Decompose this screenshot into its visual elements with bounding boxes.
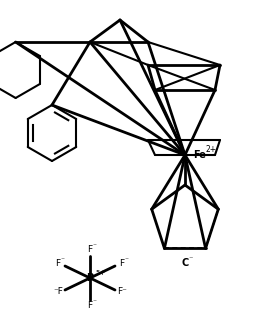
Text: 2+: 2+ <box>205 146 216 155</box>
Text: ⁻: ⁻ <box>60 255 64 265</box>
Text: ⁻: ⁻ <box>189 254 193 264</box>
Text: F: F <box>87 301 93 310</box>
Text: ⁻: ⁻ <box>92 298 96 307</box>
Text: F: F <box>55 259 60 268</box>
Text: F: F <box>87 245 93 254</box>
Text: ⁻: ⁻ <box>92 241 96 251</box>
Text: C: C <box>181 258 189 268</box>
Text: Fe: Fe <box>193 150 206 160</box>
Text: F: F <box>119 259 124 268</box>
Text: ⁻: ⁻ <box>124 255 128 265</box>
Text: ⁻F: ⁻F <box>53 287 63 296</box>
Text: F⁻: F⁻ <box>117 287 127 296</box>
Text: 5+: 5+ <box>95 270 105 276</box>
Text: P: P <box>86 273 94 283</box>
